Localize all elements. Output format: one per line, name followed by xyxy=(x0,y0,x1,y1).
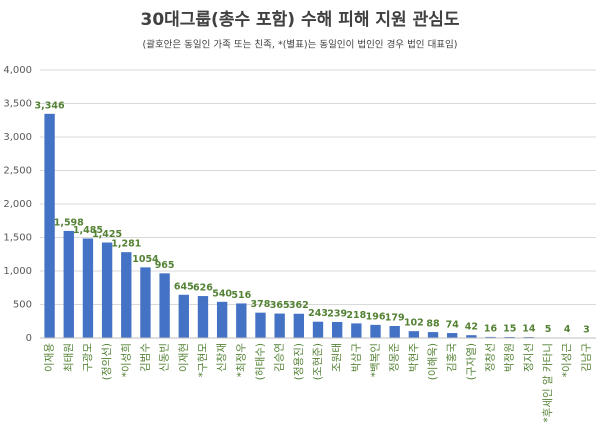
data-label: 243 xyxy=(308,308,328,319)
y-tick-label: 1,000 xyxy=(3,266,32,277)
y-tick-label: 2,500 xyxy=(3,166,32,177)
data-label: 645 xyxy=(174,281,194,292)
data-label: 516 xyxy=(231,290,251,301)
x-tick-label: 이재현 xyxy=(178,343,190,372)
bar xyxy=(408,331,420,338)
x-tick-label: 조원태 xyxy=(331,343,343,372)
data-label: 88 xyxy=(426,319,440,330)
x-tick-label: (이해욱) xyxy=(426,343,439,380)
data-label: 5 xyxy=(545,324,552,335)
data-label: 196 xyxy=(366,311,386,322)
data-label: 365 xyxy=(270,300,290,311)
bar xyxy=(504,336,515,338)
x-tick-label: 김홍국 xyxy=(445,343,458,372)
bar xyxy=(351,323,362,338)
data-label: 3,346 xyxy=(35,100,65,111)
bar xyxy=(63,230,74,338)
data-label: 102 xyxy=(404,318,424,329)
x-tick-label: 정지선 xyxy=(523,343,535,372)
data-label: 1,485 xyxy=(73,225,103,236)
data-label: 179 xyxy=(385,313,405,324)
x-tick-label: *백복인 xyxy=(370,343,382,377)
x-tick-label: *최정우 xyxy=(235,343,247,378)
data-label: 540 xyxy=(212,288,232,299)
bar xyxy=(121,252,132,338)
bar xyxy=(216,301,228,338)
bar xyxy=(197,296,209,338)
chart-subtitle: (괄호안은 동일인 가족 또는 친족, *(별표)는 동일인이 법인인 경우 법… xyxy=(143,39,458,51)
y-tick-label: 3,500 xyxy=(3,99,32,110)
x-tick-label: (허태수) xyxy=(254,343,266,380)
x-tick-label: 신창재 xyxy=(216,343,228,372)
y-tick-label: 3,000 xyxy=(3,132,32,143)
bar xyxy=(293,313,305,338)
data-label: 1,598 xyxy=(54,217,84,228)
bar xyxy=(44,113,55,339)
bar xyxy=(331,321,343,338)
y-tick-label: 0 xyxy=(26,333,32,344)
y-tick-label: 500 xyxy=(13,300,32,311)
x-tick-label: 김승연 xyxy=(274,343,286,372)
x-tick-label: 박현주 xyxy=(408,343,420,372)
bar xyxy=(274,313,285,338)
bar xyxy=(255,312,266,338)
bar xyxy=(466,335,477,338)
y-tick-label: 4,000 xyxy=(3,65,32,76)
data-label: 74 xyxy=(446,320,460,331)
x-tick-label: 김범수 xyxy=(139,343,151,372)
data-label: 15 xyxy=(503,323,516,334)
data-label: 239 xyxy=(327,308,347,319)
data-label: 1,425 xyxy=(92,229,122,240)
bar xyxy=(370,324,381,338)
x-tick-label: 최태원 xyxy=(63,343,75,372)
x-tick-label: 정몽준 xyxy=(389,343,401,372)
x-tick-label: (조현준) xyxy=(312,343,324,380)
bar xyxy=(178,294,189,338)
x-tick-label: *구현모 xyxy=(197,343,209,378)
x-tick-label: 정창선 xyxy=(485,343,497,372)
data-label: 1054 xyxy=(132,254,159,265)
data-label: 362 xyxy=(289,300,309,311)
data-label: 16 xyxy=(484,323,498,334)
bar xyxy=(236,303,247,338)
bar xyxy=(389,326,400,338)
data-label: 4 xyxy=(564,324,571,335)
x-tick-label: (정의선) xyxy=(101,343,113,380)
x-tick-label: *이성근 xyxy=(561,343,573,378)
bar xyxy=(159,273,170,338)
bar xyxy=(82,238,94,338)
data-label: 1,281 xyxy=(111,239,141,250)
data-label: 14 xyxy=(522,324,536,335)
bar xyxy=(312,321,324,338)
x-tick-label: 박정원 xyxy=(504,343,516,372)
y-tick-label: 2,000 xyxy=(3,199,32,210)
x-tick-label: (구자열) xyxy=(465,343,477,380)
bar xyxy=(485,336,496,338)
data-label: 626 xyxy=(193,283,213,294)
data-label: 42 xyxy=(465,322,478,333)
x-tick-label: 신동빈 xyxy=(159,343,171,372)
bar xyxy=(101,242,113,338)
x-tick-label: 이재용 xyxy=(44,343,56,372)
x-tick-label: 박삼구 xyxy=(350,343,362,372)
x-tick-label: *후세인 알 카타니 xyxy=(542,343,554,423)
data-label: 3 xyxy=(583,324,590,335)
x-tick-label: *이성희 xyxy=(120,343,132,377)
bar xyxy=(427,332,439,338)
chart-title: 30대그룹(총수 포함) 수해 피해 지원 관심도 xyxy=(140,9,459,30)
x-tick-label: 김남구 xyxy=(580,343,592,372)
y-tick-label: 1,500 xyxy=(3,233,32,244)
data-label: 965 xyxy=(155,260,175,271)
x-tick-label: (정용진) xyxy=(293,343,305,380)
bar xyxy=(447,333,458,338)
x-tick-label: 구광모 xyxy=(82,343,94,372)
data-label: 378 xyxy=(251,299,271,310)
data-label: 218 xyxy=(346,310,366,321)
bar xyxy=(140,267,151,338)
